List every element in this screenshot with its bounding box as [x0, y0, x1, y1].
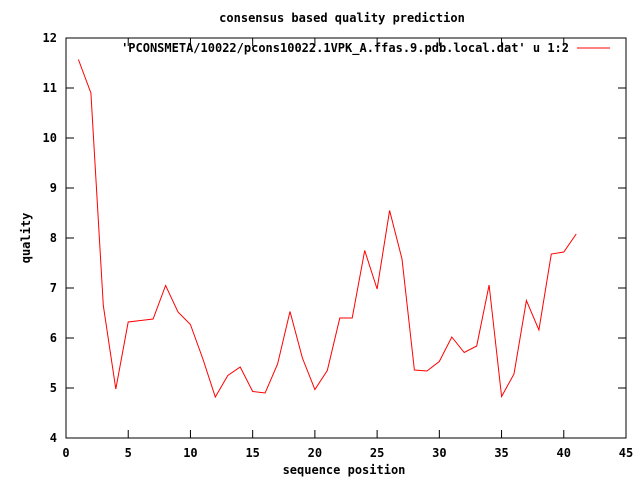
chart-title: consensus based quality prediction [219, 11, 465, 25]
series-line [77, 59, 577, 399]
x-tick-label: 25 [370, 446, 384, 460]
y-tick-label: 9 [50, 181, 57, 195]
x-tick-label: 0 [62, 446, 69, 460]
series-layer [77, 59, 577, 399]
y-tick-label: 12 [43, 31, 57, 45]
x-tick-label: 5 [125, 446, 132, 460]
y-axis: 4 5 6 7 8 9 10 11 12 [43, 31, 626, 445]
x-tick-label: 30 [432, 446, 446, 460]
x-tick-label: 35 [494, 446, 508, 460]
x-tick-label: 45 [619, 446, 633, 460]
y-tick-label: 8 [50, 231, 57, 245]
y-tick-label: 7 [50, 281, 57, 295]
x-axis-label: sequence position [283, 463, 406, 477]
x-axis: 0 5 10 15 20 25 30 35 40 45 [62, 38, 633, 460]
x-tick-label: 10 [183, 446, 197, 460]
legend: 'PCONSMETA/10022/pcons10022.1VPK_A.ffas.… [121, 41, 610, 56]
y-tick-label: 11 [43, 81, 57, 95]
y-tick-label: 5 [50, 381, 57, 395]
x-tick-label: 40 [557, 446, 571, 460]
x-tick-label: 20 [308, 446, 322, 460]
plot-frame [65, 37, 627, 439]
y-tick-label: 4 [50, 431, 57, 445]
y-tick-label: 6 [50, 331, 57, 345]
x-tick-label: 15 [245, 446, 259, 460]
legend-label: 'PCONSMETA/10022/pcons10022.1VPK_A.ffas.… [121, 41, 569, 56]
y-axis-label: quality [19, 213, 33, 264]
y-tick-label: 10 [43, 131, 57, 145]
